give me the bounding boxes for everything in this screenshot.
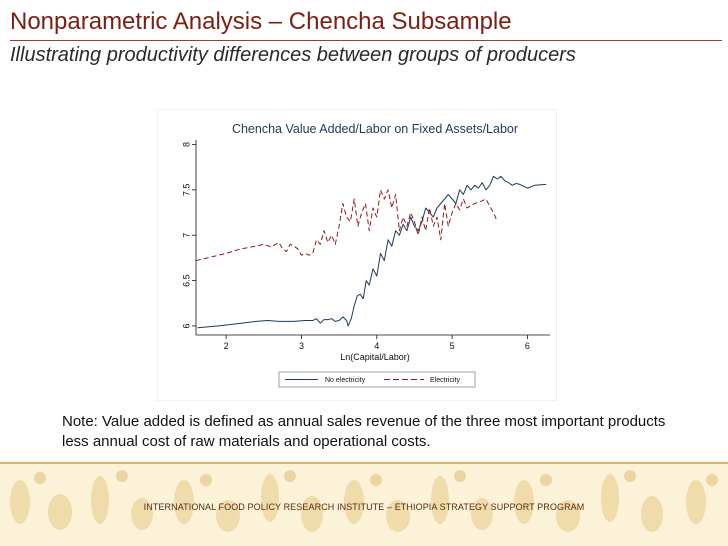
footer-band (0, 462, 728, 546)
chart-legend: No electricity Electricity (278, 371, 476, 388)
y-tick-label: 7 (181, 233, 191, 238)
legend-no-electricity-label: No electricity (325, 377, 366, 384)
series-no-electricity-line (197, 175, 547, 329)
legend-box (278, 371, 476, 388)
x-axis: 2 3 4 5 6 (224, 335, 530, 351)
series-layer (195, 175, 547, 329)
footer-divider (0, 462, 728, 464)
x-tick-label: 5 (450, 341, 455, 351)
plot-background (196, 140, 550, 335)
x-tick-label: 3 (299, 341, 304, 351)
x-axis-label: Ln(Capital/Labor) (340, 352, 410, 362)
footer-text: INTERNATIONAL FOOD POLICY RESEARCH INSTI… (143, 502, 585, 512)
x-tick-label: 4 (374, 341, 379, 351)
x-tick-label: 6 (525, 341, 530, 351)
footnote: Note: Value added is defined as annual s… (62, 413, 666, 450)
y-tick-label: 6.5 (181, 274, 191, 287)
y-axis: 6 6.5 7 7.5 8 (181, 142, 196, 328)
footer-pattern (10, 470, 718, 532)
chart-panel: Chencha Value Added/Labor on Fixed Asset… (158, 110, 556, 400)
y-tick-label: 7.5 (181, 184, 191, 197)
chart-title: Chencha Value Added/Labor on Fixed Asset… (232, 122, 518, 136)
title-divider (10, 40, 722, 41)
y-tick-label: 6 (181, 323, 191, 328)
slide-title: Nonparametric Analysis – Chencha Subsamp… (10, 8, 512, 35)
x-tick-label: 2 (224, 341, 229, 351)
slide-subtitle: Illustrating productivity differences be… (10, 44, 576, 66)
legend-electricity-label: Electricity (430, 377, 460, 384)
y-tick-label: 8 (181, 142, 191, 147)
plot-area (195, 140, 550, 336)
series-electricity-line (195, 189, 498, 262)
line-chart: Chencha Value Added/Labor on Fixed Asset… (181, 122, 550, 388)
